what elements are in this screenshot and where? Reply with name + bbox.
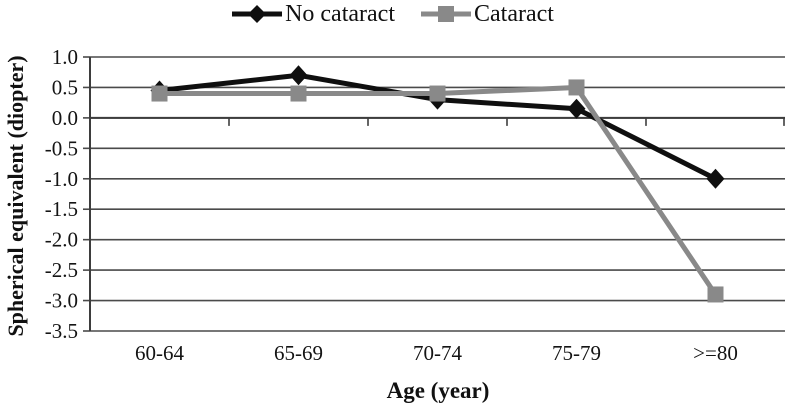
y-tick-label: -1.0 xyxy=(45,167,78,191)
data-point-diamond xyxy=(289,65,308,86)
legend-label-no-cataract: No cataract xyxy=(285,1,395,27)
x-tick-label: 70-74 xyxy=(413,341,462,365)
y-tick-label: -3.0 xyxy=(45,289,78,313)
x-tick-label: 75-79 xyxy=(552,341,601,365)
x-tick-labels: 60-64 65-69 70-74 75-79 >=80 xyxy=(135,341,738,365)
legend-label-cataract: Cataract xyxy=(473,1,554,27)
legend-item-no-cataract: No cataract xyxy=(232,2,395,26)
legend: No cataract Cataract xyxy=(0,2,786,26)
series-no-cataract xyxy=(150,65,725,189)
y-tick-label: 0.0 xyxy=(52,106,78,130)
legend-item-cataract: Cataract xyxy=(420,1,554,27)
cataract-square-line-icon xyxy=(420,6,471,22)
data-point-square xyxy=(429,85,446,102)
data-point-square xyxy=(290,85,307,102)
data-point-square xyxy=(151,85,168,102)
no-cataract-diamond-line-icon xyxy=(232,5,283,23)
y-tick-label: 1.0 xyxy=(52,45,78,69)
y-tick-label: 0.5 xyxy=(52,75,78,99)
y-tick-label: -2.0 xyxy=(45,228,78,252)
y-tick-label: -0.5 xyxy=(45,136,78,160)
x-tick-label: >=80 xyxy=(693,341,738,365)
x-tick-label: 60-64 xyxy=(135,341,184,365)
x-axis-title: Age (year) xyxy=(386,378,490,403)
y-tick-label: -1.5 xyxy=(45,197,78,221)
data-point-diamond xyxy=(706,168,725,189)
data-point-diamond xyxy=(567,98,586,119)
x-tick-label: 65-69 xyxy=(274,341,323,365)
data-point-square xyxy=(707,286,724,303)
data-point-square xyxy=(568,79,585,96)
series-cataract xyxy=(151,79,724,303)
y-tick-labels: 1.0 0.5 0.0 -0.5 -1.0 -1.5 -2.0 -2.5 -3.0 -3.5 xyxy=(45,45,78,343)
x-axis-line xyxy=(90,116,785,126)
y-tick-label: -2.5 xyxy=(45,258,78,282)
y-tick-label: -3.5 xyxy=(45,319,78,343)
